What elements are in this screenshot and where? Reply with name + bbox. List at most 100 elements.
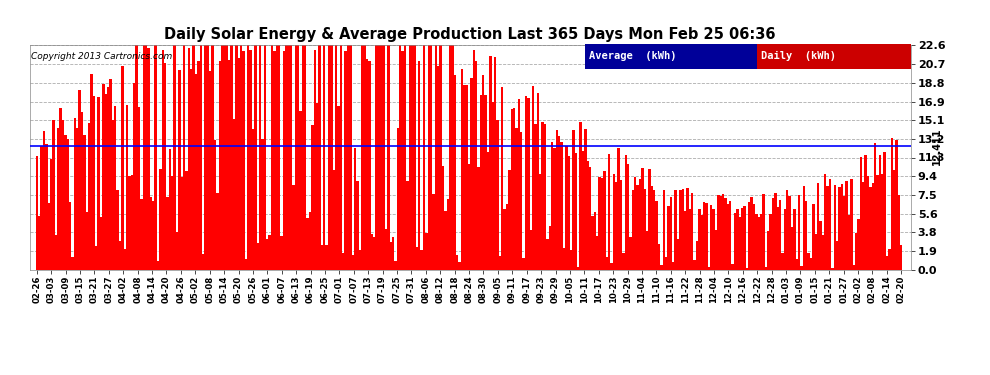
Bar <box>221 45 224 270</box>
Bar <box>542 122 544 270</box>
Bar <box>328 45 330 270</box>
Bar <box>570 251 572 270</box>
Bar <box>881 174 883 270</box>
Bar <box>565 146 567 270</box>
Bar <box>273 51 275 270</box>
Bar <box>660 265 662 270</box>
Bar <box>382 45 385 270</box>
Bar <box>133 83 136 270</box>
Bar <box>551 142 553 270</box>
Bar <box>280 236 282 270</box>
Bar <box>893 170 895 270</box>
Bar <box>119 242 121 270</box>
Bar <box>326 246 328 270</box>
Bar <box>869 186 871 270</box>
Bar <box>867 176 869 270</box>
Bar <box>732 264 734 270</box>
Bar <box>820 221 822 270</box>
Text: Copyright 2013 Cartronics.com: Copyright 2013 Cartronics.com <box>32 52 172 61</box>
Bar <box>589 167 591 270</box>
Bar <box>891 138 893 270</box>
Bar <box>421 250 423 270</box>
Bar <box>297 45 299 270</box>
Bar <box>599 177 601 270</box>
Bar <box>243 51 245 270</box>
Bar <box>832 268 834 270</box>
Bar <box>270 45 273 270</box>
Bar <box>168 149 171 270</box>
Bar <box>411 45 413 270</box>
Bar <box>145 45 148 270</box>
Bar <box>499 256 501 270</box>
Bar <box>871 183 874 270</box>
Bar <box>435 45 437 270</box>
Bar <box>601 178 603 270</box>
Bar <box>406 182 409 270</box>
Bar <box>750 197 752 270</box>
Bar <box>78 90 81 270</box>
Bar <box>528 98 530 270</box>
Bar <box>686 189 689 270</box>
Bar <box>361 45 363 270</box>
Bar <box>764 267 767 270</box>
Bar <box>705 203 708 270</box>
Bar <box>850 179 852 270</box>
Bar <box>358 250 361 270</box>
Bar <box>69 202 71 270</box>
Text: Average  (kWh): Average (kWh) <box>589 51 677 61</box>
Bar <box>558 135 560 270</box>
Bar <box>338 106 340 270</box>
Bar <box>646 231 648 270</box>
Bar <box>484 94 487 270</box>
Bar <box>428 45 430 270</box>
Bar <box>544 124 546 270</box>
Bar <box>368 61 370 270</box>
Bar <box>294 45 297 270</box>
Bar <box>185 171 188 270</box>
Bar <box>226 45 228 270</box>
Bar <box>639 179 642 270</box>
Bar <box>389 242 392 270</box>
Bar <box>363 45 365 270</box>
Bar <box>745 268 748 270</box>
Bar <box>440 45 442 270</box>
Bar <box>682 189 684 270</box>
Bar <box>793 209 796 270</box>
Bar <box>727 204 729 270</box>
Bar <box>662 190 665 270</box>
Bar <box>708 267 710 270</box>
Bar <box>437 66 440 270</box>
Bar <box>734 213 737 270</box>
Bar <box>209 71 212 270</box>
Bar <box>254 45 256 270</box>
Bar <box>275 45 278 270</box>
Bar <box>852 265 855 270</box>
Bar <box>387 45 389 270</box>
Bar <box>864 155 867 270</box>
Bar <box>425 232 428 270</box>
Bar <box>689 209 691 270</box>
Bar <box>287 45 290 270</box>
Bar <box>741 209 743 270</box>
Bar <box>129 176 131 270</box>
Bar <box>703 202 705 270</box>
Bar <box>693 260 696 270</box>
Bar <box>197 61 200 270</box>
Bar <box>494 57 496 270</box>
Bar <box>236 45 238 270</box>
Bar <box>333 170 335 270</box>
Bar <box>492 102 494 270</box>
Bar <box>532 86 535 270</box>
Bar <box>834 185 836 270</box>
Bar <box>240 45 243 270</box>
Bar <box>446 199 448 270</box>
Bar <box>112 120 114 270</box>
Bar <box>546 238 548 270</box>
Bar <box>504 209 506 270</box>
Bar <box>261 139 263 270</box>
Bar <box>285 45 287 270</box>
Bar <box>248 45 249 270</box>
Bar <box>803 186 805 270</box>
Bar <box>64 135 66 270</box>
Bar <box>760 214 762 270</box>
